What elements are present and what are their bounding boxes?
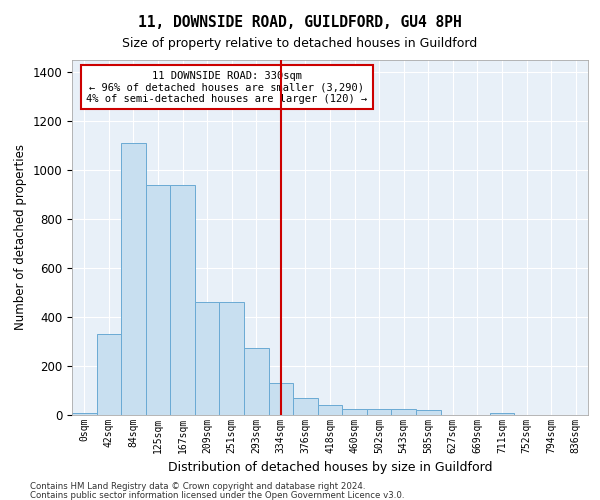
Text: Contains HM Land Registry data © Crown copyright and database right 2024.: Contains HM Land Registry data © Crown c… (30, 482, 365, 491)
Bar (342, 409, 367, 415)
Bar (318, 405, 342, 415)
Bar (293, 398, 318, 415)
Text: 11, DOWNSIDE ROAD, GUILDFORD, GU4 8PH: 11, DOWNSIDE ROAD, GUILDFORD, GU4 8PH (138, 15, 462, 30)
Y-axis label: Number of detached properties: Number of detached properties (14, 144, 27, 330)
Bar (367, 409, 391, 415)
Text: Size of property relative to detached houses in Guildford: Size of property relative to detached ho… (122, 38, 478, 51)
Bar (170, 185, 195, 415)
Bar (72, 412, 97, 415)
Bar (146, 185, 170, 415)
Bar (121, 143, 146, 415)
Text: 11 DOWNSIDE ROAD: 330sqm
← 96% of detached houses are smaller (3,290)
4% of semi: 11 DOWNSIDE ROAD: 330sqm ← 96% of detach… (86, 70, 367, 104)
Bar (244, 348, 269, 415)
Bar (269, 383, 293, 415)
Bar (97, 334, 121, 415)
Bar (220, 302, 244, 415)
X-axis label: Distribution of detached houses by size in Guildford: Distribution of detached houses by size … (168, 462, 492, 474)
Bar (416, 410, 440, 415)
Bar (490, 412, 514, 415)
Text: Contains public sector information licensed under the Open Government Licence v3: Contains public sector information licen… (30, 490, 404, 500)
Bar (391, 409, 416, 415)
Bar (195, 302, 220, 415)
